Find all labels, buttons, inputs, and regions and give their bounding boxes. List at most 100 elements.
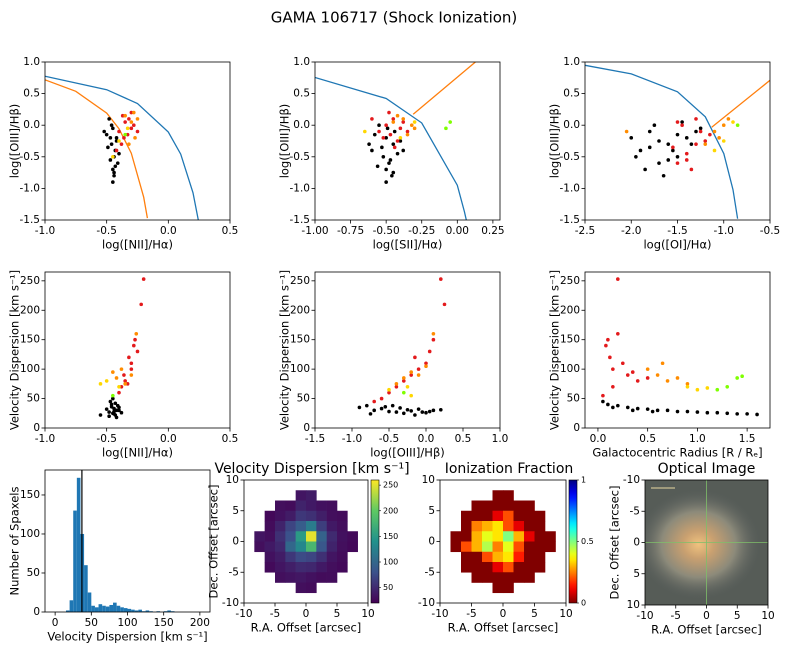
histogram-bar [120,607,124,612]
heatmap-cell [492,521,504,532]
point [715,387,720,392]
point [409,393,414,398]
point [122,136,126,140]
histogram-bar [123,608,128,612]
point [416,373,421,377]
colorbar-tick-label: 0 [581,599,586,608]
panel: -2.5 -2.0 -1.5 -1.0 -0.5 -1.5 -1.0 -0.5 0.0 0.5 1.… [548,56,781,252]
heatmap-cell [326,572,338,583]
point [635,379,640,383]
point [655,408,660,413]
x-tick-label: -5 [466,608,476,620]
point [119,410,124,415]
heatmap-cell [306,490,317,501]
point [629,136,634,140]
colorbar-tick-label: 150 [383,532,398,541]
panel: -1.00 -0.75 -0.50 -0.25 0.00 0.25 -1.5 -1.0 -0.5… [278,56,505,252]
point [620,361,625,366]
axes-frame [44,61,231,221]
point [111,396,115,401]
plot-area [585,64,770,219]
heatmap-cell [316,500,327,512]
point [107,410,111,414]
y-tick-label: -0.5 [560,151,581,163]
heatmap-cell [285,541,296,553]
colorbar [568,479,578,604]
point [139,302,143,307]
point [119,142,124,146]
y-tick-label: 50 [27,567,40,579]
point [363,129,367,134]
heatmap-cell [534,551,546,563]
y-tick-label: 150 [20,489,40,501]
heatmap-cell [471,521,483,532]
point [394,410,399,414]
heatmap-cell [482,510,493,522]
heatmap-cell [513,572,525,583]
point [625,373,630,377]
point [703,139,708,143]
point [606,402,610,407]
y-tick-label: 0.5 [293,88,310,100]
point [368,412,373,416]
point [608,355,612,360]
heatmap-cell [264,510,276,522]
heatmap-cell [316,551,327,563]
heatmap-cell [545,541,556,553]
point [402,379,406,383]
plot-area [450,490,556,594]
colorbar-tick-label: 50 [383,583,393,592]
point [132,123,136,127]
x-tick-label: -1.5 [305,433,326,445]
point [405,132,410,137]
point [705,386,710,390]
point [703,142,708,146]
heatmap-cell [275,572,286,583]
point [122,373,126,377]
heatmap-cell [492,510,504,522]
point [402,376,406,380]
point [685,384,690,389]
y-tick-label: 5 [633,568,640,580]
heatmap-cell [503,500,514,512]
point [665,379,670,383]
y-tick-label: 50 [297,393,310,405]
point [660,361,665,366]
y-tick-label: -5 [425,566,435,578]
point [413,355,417,360]
point [111,155,115,159]
point [412,120,417,124]
figure-title: GAMA 106717 (Shock Ionization) [271,9,518,27]
x-tick-label: -0.5 [379,433,400,445]
heatmap-cell [275,500,286,512]
y-tick-label: 150 [290,334,310,346]
point [726,117,731,121]
point [141,277,146,281]
heatmap-cell [275,510,286,522]
heatmap-cell [482,500,493,512]
point [129,120,134,124]
x-tick-label: 10 [761,610,774,622]
heatmap-cell [254,541,265,553]
point [377,123,381,127]
point [115,403,120,408]
y-axis-label: Dec. Offset [arcsec] [608,486,622,600]
point [117,408,121,413]
point [127,117,131,121]
x-tick-label: -10 [431,608,448,620]
point [735,123,740,127]
demarcation-line [315,76,467,220]
heatmap-cell [275,551,286,563]
x-tick-label: -0.50 [373,225,400,237]
point [117,390,121,395]
heatmap-cell [524,562,535,573]
point [645,367,650,371]
point [638,148,643,153]
point [129,373,134,377]
heatmap-cell [461,510,472,522]
heatmap-cell [306,582,317,594]
point [372,399,377,404]
point [387,387,391,392]
y-tick-label: 10 [422,474,435,486]
